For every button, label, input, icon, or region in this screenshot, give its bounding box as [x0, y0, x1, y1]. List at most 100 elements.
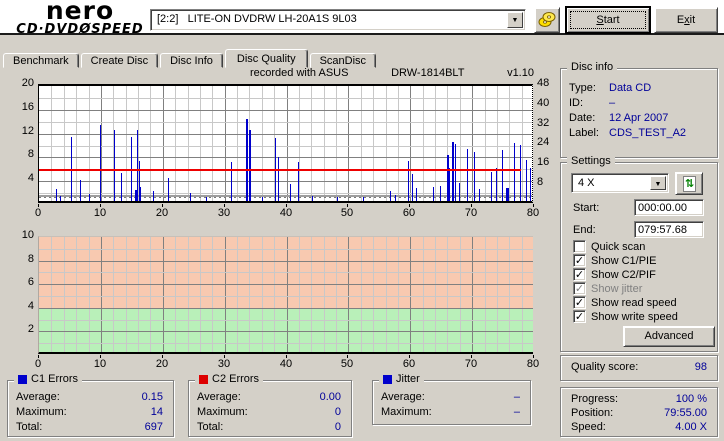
- checkbox-show-read-speed[interactable]: ✓ Show read speed: [573, 296, 677, 309]
- x-axis-tick: [224, 204, 225, 207]
- c1-error-spike: [140, 187, 141, 201]
- grid-vline: [225, 237, 226, 352]
- c1-error-spike: [114, 130, 115, 201]
- stat-row-average: Average: –: [381, 391, 520, 403]
- grid-hline: [39, 249, 533, 250]
- c1-error-spike: [246, 119, 248, 201]
- x-axis-tick-label: 30: [217, 358, 231, 370]
- grid-vline: [311, 237, 312, 352]
- c1-error-spike: [231, 162, 232, 201]
- tab-bar: Benchmark Create Disc Disc Info Disc Qualit…: [3, 49, 378, 68]
- c1-error-spike: [89, 194, 90, 201]
- grid-vline: [212, 237, 213, 352]
- grid-vline: [175, 237, 176, 352]
- tab-disc-quality[interactable]: Disc Quality: [224, 49, 308, 68]
- chevron-down-icon[interactable]: ▼: [650, 176, 666, 190]
- scan-speed-select[interactable]: 4 X ▼: [571, 173, 669, 193]
- disc-info-row-date: Date: 12 Apr 2007: [569, 112, 669, 124]
- c1-error-spike: [312, 196, 313, 201]
- grid-vline: [274, 86, 275, 201]
- drive-select[interactable]: [2:2] LITE-ON DVDRW LH-20A1S 9L03 ▼: [150, 9, 526, 31]
- right-axis-tick-label: 48: [537, 77, 550, 89]
- checkbox-show-c1-pie[interactable]: ✓ Show C1/PIE: [573, 254, 656, 267]
- x-axis-tick: [162, 204, 163, 207]
- limit-line: [39, 169, 521, 171]
- grid-vline: [423, 86, 424, 201]
- tab-disc-info[interactable]: Disc Info: [160, 53, 223, 68]
- grid-hline: [39, 181, 532, 182]
- exit-button[interactable]: Exit: [654, 7, 718, 33]
- grid-vline: [410, 86, 411, 201]
- grid-vline: [348, 237, 349, 352]
- c2-errors-groupbox: C2 Errors Average: 0.00 Maximum: 0 Total: 0: [188, 373, 352, 437]
- right-axis-tick-label: 16: [537, 156, 550, 168]
- grid-vline: [336, 86, 337, 201]
- grid-hline: [39, 272, 533, 273]
- disc-info-row-id: ID: –: [569, 97, 616, 109]
- grid-hline: [39, 308, 533, 309]
- c1-error-spike: [100, 125, 101, 201]
- grid-vline: [509, 237, 510, 352]
- grid-vline: [126, 237, 127, 352]
- grid-vline: [348, 86, 349, 201]
- progress-row-progress: Progress: 100 %: [571, 393, 707, 405]
- grid-vline: [163, 86, 164, 201]
- c1-error-spike: [363, 197, 364, 201]
- grid-vline: [89, 86, 90, 201]
- grid-hline: [39, 261, 533, 262]
- checkbox-box[interactable]: ✓: [573, 310, 586, 323]
- c1-error-spike: [290, 184, 291, 201]
- chevron-down-icon[interactable]: ▼: [507, 12, 523, 28]
- left-axis-tick-label: 20: [21, 77, 34, 89]
- grid-hline: [39, 157, 532, 158]
- c1-error-spike: [526, 160, 527, 201]
- refresh-button[interactable]: ⇅: [675, 172, 703, 195]
- c2-errors-rows: Average: 0.00 Maximum: 0 Total: 0: [197, 390, 341, 435]
- start-position-field[interactable]: 000:00.00: [634, 199, 704, 216]
- checkbox-label: Show C1/PIE: [591, 254, 657, 267]
- disc-info-row-label: Label: CDS_TEST_A2: [569, 127, 687, 139]
- c1-error-spike: [416, 188, 417, 201]
- recorded-with-text: recorded with ASUS: [250, 67, 349, 79]
- checkbox-box[interactable]: ✓: [573, 282, 586, 295]
- grid-vline: [126, 86, 127, 201]
- grid-vline: [101, 86, 102, 201]
- disc-eject-button[interactable]: [534, 7, 560, 33]
- tab-benchmark[interactable]: Benchmark: [3, 53, 79, 68]
- c1-error-spike: [278, 157, 279, 201]
- c1-error-spike: [447, 155, 449, 201]
- tab-create-disc[interactable]: Create Disc: [80, 53, 159, 68]
- x-axis-tick-label: 50: [340, 207, 354, 219]
- checkbox-show-write-speed[interactable]: ✓ Show write speed: [573, 310, 678, 323]
- stat-row-total: Total: 0: [197, 421, 341, 433]
- checkbox-box[interactable]: ✓: [573, 296, 586, 309]
- checkbox-box[interactable]: ✓: [573, 254, 586, 267]
- checkbox-quick-scan[interactable]: Quick scan: [573, 240, 645, 253]
- grid-vline: [386, 86, 387, 201]
- left-axis-tick-label: 10: [21, 229, 34, 241]
- c1-errors-rows: Average: 0.15 Maximum: 14 Total: 697: [16, 390, 163, 435]
- jitter-groupbox: Jitter Average: – Maximum: –: [372, 373, 531, 425]
- grid-hline: [39, 98, 532, 99]
- x-axis-tick: [100, 204, 101, 207]
- c2-errors-legend: C2 Errors: [195, 373, 264, 385]
- tab-scandisc[interactable]: ScanDisc: [309, 53, 377, 68]
- c1-errors-groupbox: C1 Errors Average: 0.15 Maximum: 14 Total: 697: [7, 373, 174, 437]
- checkbox-show-c2-pif[interactable]: ✓ Show C2/PIF: [573, 268, 656, 281]
- advanced-button[interactable]: Advanced: [623, 326, 715, 347]
- checkbox-show-jitter[interactable]: ✓ Show jitter: [573, 282, 642, 295]
- start-button[interactable]: Start: [566, 7, 650, 33]
- checkbox-box[interactable]: ✓: [573, 268, 586, 281]
- grid-vline: [89, 237, 90, 352]
- grid-vline: [460, 86, 461, 201]
- grid-vline: [485, 86, 486, 201]
- c1-error-spike: [506, 188, 509, 201]
- checkbox-box[interactable]: [573, 240, 586, 253]
- grid-vline: [188, 86, 189, 201]
- exit-button-label: Exit: [676, 14, 696, 26]
- x-axis-tick-label: 30: [217, 207, 231, 219]
- c1-error-spike: [514, 143, 515, 201]
- x-axis-tick: [286, 204, 287, 207]
- left-axis-tick-label: 2: [27, 323, 34, 335]
- end-position-field[interactable]: 079:57.68: [634, 221, 704, 238]
